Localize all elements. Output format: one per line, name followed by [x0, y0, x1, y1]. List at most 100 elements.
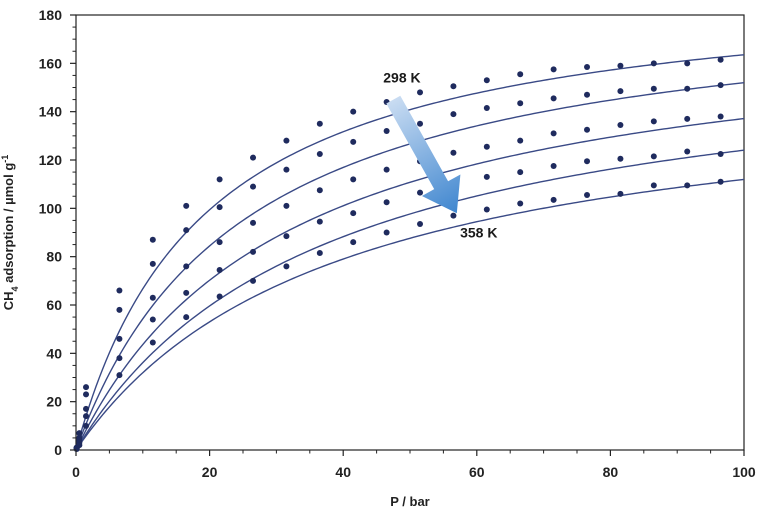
- data-point-s5: [550, 196, 557, 203]
- data-point-s3: [316, 187, 323, 194]
- data-point-s4: [116, 355, 123, 362]
- temperature-arrow-shape: [386, 95, 461, 214]
- y-tick-label: 20: [46, 394, 62, 410]
- data-point-s5: [183, 314, 190, 321]
- data-point-s2: [450, 111, 457, 118]
- data-point-s2: [417, 120, 424, 127]
- data-point-s3: [183, 263, 190, 270]
- y-axis-label-sub: 4: [10, 287, 20, 292]
- data-point-s5: [76, 442, 83, 449]
- data-point-s4: [650, 153, 657, 160]
- data-point-s1: [717, 56, 724, 63]
- data-point-s3: [717, 113, 724, 120]
- fit-curve-5: [75, 178, 745, 451]
- data-point-s5: [316, 250, 323, 257]
- data-point-s4: [584, 158, 591, 165]
- annotation-298k: 298 K: [383, 70, 420, 86]
- data-point-s3: [250, 219, 257, 226]
- temperature-arrow: [386, 95, 461, 214]
- data-point-s3: [83, 405, 90, 412]
- data-point-s5: [216, 293, 223, 300]
- data-point-s5: [650, 182, 657, 189]
- data-point-s2: [250, 183, 257, 190]
- y-axis-label: CH4 adsorption / µmol g-1: [0, 155, 20, 311]
- data-point-s2: [316, 150, 323, 157]
- y-tick-label: 160: [39, 55, 63, 71]
- data-point-s5: [584, 192, 591, 199]
- y-axis-label-main: CH: [1, 292, 16, 311]
- data-point-s3: [483, 143, 490, 150]
- data-point-s5: [483, 206, 490, 213]
- y-tick-label: 80: [46, 249, 62, 265]
- y-tick-label: 40: [46, 345, 62, 361]
- data-point-s2: [383, 128, 390, 134]
- data-point-s4: [717, 150, 724, 157]
- data-point-s4: [483, 173, 490, 180]
- x-tick-label: 40: [335, 464, 351, 480]
- data-point-s2: [350, 138, 357, 145]
- data-points: [73, 56, 724, 453]
- data-point-s3: [350, 176, 357, 183]
- data-point-s3: [149, 294, 156, 301]
- data-point-s4: [550, 163, 557, 170]
- data-point-s1: [584, 63, 591, 70]
- fit-curve-3: [75, 117, 745, 451]
- data-point-s1: [650, 60, 657, 67]
- data-point-s3: [617, 121, 624, 128]
- data-point-s1: [617, 62, 624, 69]
- data-point-s1: [76, 430, 83, 437]
- data-point-s4: [617, 155, 624, 162]
- data-point-s3: [517, 137, 524, 144]
- y-axis-label-sup: -1: [0, 155, 10, 163]
- y-tick-label: 180: [39, 7, 63, 23]
- data-point-s4: [383, 199, 390, 206]
- data-point-s5: [517, 200, 524, 207]
- fit-curve-4: [75, 149, 745, 451]
- data-point-s4: [216, 266, 223, 273]
- data-point-s1: [417, 89, 424, 96]
- data-point-s1: [250, 154, 257, 161]
- y-tick-label: 60: [46, 297, 62, 313]
- data-point-s1: [316, 120, 323, 127]
- data-point-s5: [417, 221, 424, 228]
- data-point-s4: [417, 189, 424, 196]
- y-tick-label: 100: [39, 200, 63, 216]
- data-point-s2: [283, 166, 290, 173]
- data-point-s2: [83, 391, 90, 398]
- data-point-s2: [650, 85, 657, 92]
- x-axis-label: P / bar: [390, 494, 430, 509]
- data-point-s2: [717, 82, 724, 89]
- data-point-s2: [684, 85, 691, 92]
- data-point-s5: [116, 372, 123, 379]
- data-point-s5: [383, 229, 390, 236]
- x-tick-label: 20: [202, 464, 218, 480]
- data-point-s2: [617, 88, 624, 95]
- data-point-s2: [584, 91, 591, 98]
- data-point-s1: [149, 236, 156, 243]
- data-point-s2: [116, 306, 123, 313]
- data-point-s4: [149, 316, 156, 323]
- x-tick-label: 100: [732, 464, 756, 480]
- x-tick-label: 80: [603, 464, 619, 480]
- data-point-s2: [183, 227, 190, 234]
- data-point-s5: [617, 190, 624, 197]
- x-tick-label: 60: [469, 464, 485, 480]
- data-point-s3: [650, 118, 657, 125]
- data-point-s1: [517, 71, 524, 78]
- data-point-s5: [149, 339, 156, 346]
- y-tick-label: 0: [54, 442, 62, 458]
- data-point-s2: [483, 105, 490, 112]
- data-point-s4: [517, 169, 524, 176]
- x-tick-label: 0: [72, 464, 80, 480]
- data-point-s1: [550, 66, 557, 73]
- data-point-s3: [116, 335, 123, 342]
- axis-ticks: 0 20 40 60 80 100 0 20 40 60 80 100 120 140 160 180: [39, 7, 756, 480]
- data-point-s1: [684, 60, 691, 67]
- data-point-s2: [149, 260, 156, 267]
- y-tick-label: 140: [39, 104, 63, 120]
- data-point-s5: [283, 263, 290, 270]
- data-point-s5: [717, 178, 724, 185]
- data-point-s4: [83, 413, 90, 420]
- data-point-s3: [450, 149, 457, 156]
